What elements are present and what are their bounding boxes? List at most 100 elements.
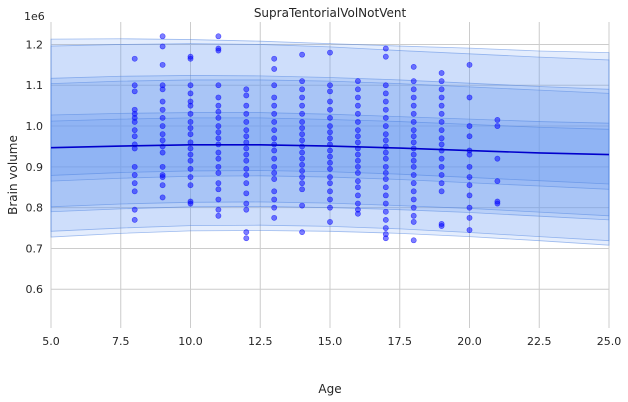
data-point [131, 206, 138, 213]
data-point [215, 163, 222, 170]
data-point [466, 204, 473, 211]
data-point [159, 174, 166, 180]
data-point [215, 170, 222, 176]
data-point [131, 127, 138, 134]
data-point [187, 119, 194, 125]
data-point [215, 196, 222, 203]
data-point [494, 155, 501, 162]
y-tick-label: 0.6 [26, 283, 44, 296]
data-point [327, 180, 333, 187]
data-point [410, 157, 417, 164]
data-point [382, 149, 389, 156]
data-point [438, 188, 445, 195]
data-point [354, 170, 361, 176]
data-point [299, 143, 305, 150]
data-point [187, 102, 194, 109]
data-point [215, 33, 222, 40]
data-point [243, 119, 250, 125]
data-point [327, 159, 333, 166]
data-point [243, 92, 250, 99]
data-point [494, 200, 501, 207]
data-point [131, 82, 138, 89]
data-point [466, 133, 473, 140]
data-point [271, 66, 278, 72]
data-point [187, 157, 194, 164]
data-point [299, 161, 305, 168]
data-point [438, 102, 445, 109]
data-point [187, 151, 194, 158]
data-point [299, 94, 305, 101]
y-tick-label: 0.7 [26, 242, 44, 255]
data-point [466, 174, 473, 180]
data-point [410, 102, 417, 109]
data-point [187, 182, 194, 189]
data-point [382, 131, 389, 138]
data-point [354, 178, 361, 185]
data-point [131, 180, 138, 187]
data-point [215, 186, 222, 193]
data-point [299, 149, 305, 156]
data-point [215, 114, 222, 121]
data-point [410, 63, 417, 70]
data-point [438, 141, 445, 148]
data-point [410, 204, 417, 211]
data-point [466, 61, 473, 68]
mean-curve [50, 144, 610, 156]
data-point [494, 117, 501, 123]
data-point [354, 163, 361, 170]
data-point [271, 102, 278, 109]
data-point [382, 192, 389, 199]
data-point [243, 157, 250, 164]
data-point [271, 214, 278, 221]
data-point [215, 180, 222, 187]
data-point [327, 174, 333, 180]
data-point [354, 78, 361, 85]
data-point [327, 196, 333, 203]
data-point [466, 182, 473, 189]
data-point [327, 153, 333, 160]
data-points [131, 33, 501, 244]
data-point [159, 194, 166, 201]
data-point [243, 102, 250, 109]
data-point [438, 223, 445, 229]
data-point [382, 184, 389, 191]
data-point [466, 214, 473, 221]
data-point [243, 133, 250, 140]
data-point [327, 165, 333, 172]
data-point [438, 78, 445, 85]
data-point [159, 61, 166, 68]
data-point [215, 123, 222, 129]
data-point [410, 219, 417, 225]
data-point [327, 106, 333, 113]
data-point [382, 216, 389, 223]
data-point [271, 188, 278, 195]
data-point [382, 106, 389, 113]
data-point [215, 94, 222, 101]
data-point [187, 174, 194, 180]
data-point [243, 110, 250, 117]
data-point [271, 155, 278, 162]
data-point [410, 188, 417, 195]
data-point [299, 102, 305, 109]
data-point [131, 188, 138, 195]
x-tick-label: 15.0 [318, 335, 343, 348]
data-point [327, 219, 333, 225]
data-point [299, 110, 305, 117]
data-point [187, 55, 194, 62]
data-point [187, 200, 194, 207]
x-tick-label: 22.5 [527, 335, 552, 348]
data-point [410, 196, 417, 203]
data-point [299, 202, 305, 209]
data-point [354, 102, 361, 109]
data-point [410, 212, 417, 219]
data-point [159, 86, 166, 93]
data-point [187, 82, 194, 89]
x-tick-label: 12.5 [248, 335, 273, 348]
data-point [243, 165, 250, 172]
data-point [159, 131, 166, 138]
data-point [410, 133, 417, 140]
data-point [271, 110, 278, 117]
data-point [382, 123, 389, 129]
data-point [271, 176, 278, 182]
data-point [327, 82, 333, 89]
